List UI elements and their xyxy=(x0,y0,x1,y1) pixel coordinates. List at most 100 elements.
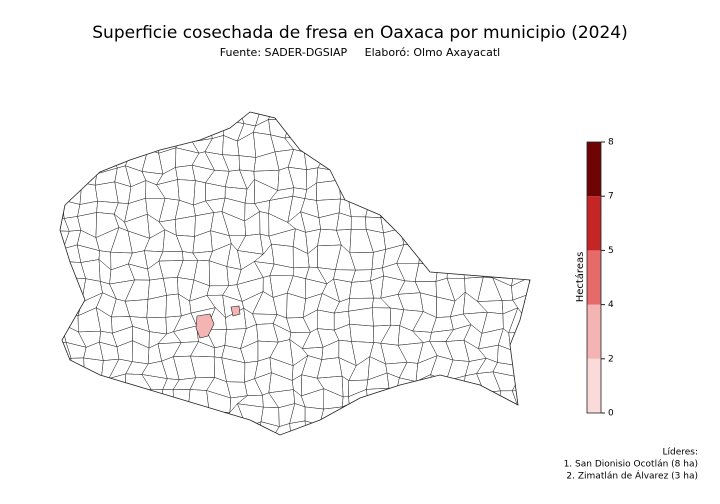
municipality xyxy=(512,149,530,175)
municipality xyxy=(284,119,306,139)
municipality xyxy=(481,112,503,125)
municipality xyxy=(93,423,119,435)
municipality xyxy=(510,437,530,453)
municipality xyxy=(348,183,370,202)
municipality xyxy=(509,180,527,205)
municipality xyxy=(173,403,195,429)
colorbar-bin xyxy=(587,196,601,251)
municipality xyxy=(497,115,520,138)
municipality xyxy=(400,196,424,220)
municipality xyxy=(189,420,209,435)
municipality xyxy=(60,248,64,262)
municipality xyxy=(222,112,245,124)
municipality xyxy=(445,112,463,117)
municipality xyxy=(81,112,96,121)
municipality xyxy=(461,392,485,410)
municipality xyxy=(85,422,101,435)
municipality xyxy=(461,115,484,143)
municipality xyxy=(483,390,501,410)
municipality xyxy=(400,173,422,188)
municipality xyxy=(113,132,133,159)
municipality xyxy=(447,390,463,410)
municipality xyxy=(387,437,406,461)
municipality xyxy=(398,112,421,126)
municipality xyxy=(419,229,431,254)
municipality xyxy=(447,405,463,426)
municipality xyxy=(464,147,480,168)
municipality xyxy=(482,183,503,204)
colorbar: 0 2 4 5 7 8 xyxy=(586,138,614,419)
municipality xyxy=(514,247,530,266)
municipality xyxy=(289,420,307,435)
municipality xyxy=(333,420,356,435)
highlight-municipality xyxy=(195,313,215,339)
municipality xyxy=(492,147,515,175)
colorbar-tick-label: 8 xyxy=(608,138,614,148)
municipality xyxy=(316,420,340,435)
leader-item: 2. Zimatlán de Álvarez (3 ha) xyxy=(566,470,698,482)
municipality xyxy=(79,391,103,412)
colorbar-bin xyxy=(587,250,601,305)
municipality xyxy=(367,164,388,191)
municipality xyxy=(445,232,465,251)
municipality xyxy=(62,152,87,175)
municipality xyxy=(141,422,163,435)
municipality xyxy=(128,132,149,150)
municipality xyxy=(205,411,231,425)
municipality xyxy=(172,389,191,409)
municipality xyxy=(83,357,104,380)
municipality xyxy=(322,135,339,155)
municipality xyxy=(63,371,85,396)
municipality xyxy=(349,280,374,299)
municipality xyxy=(68,403,86,431)
municipality xyxy=(447,243,463,264)
municipality xyxy=(194,112,209,120)
municipality xyxy=(60,323,67,343)
municipality xyxy=(414,442,439,461)
municipality xyxy=(368,406,388,425)
municipalities xyxy=(46,112,530,462)
municipality xyxy=(371,307,392,327)
municipality xyxy=(446,260,465,279)
municipality xyxy=(396,135,423,156)
municipality xyxy=(113,410,129,427)
state-outline xyxy=(59,111,531,436)
highlight-municipality xyxy=(230,305,241,317)
municipality xyxy=(61,180,83,205)
municipality xyxy=(399,228,421,246)
municipality xyxy=(433,138,454,151)
municipality xyxy=(65,437,87,457)
leader-item: 1. San Dionisio Ocotlán (8 ha) xyxy=(564,460,698,470)
municipality xyxy=(334,442,355,453)
municipality xyxy=(60,373,70,395)
municipality xyxy=(63,277,87,303)
colorbar-tick-label: 7 xyxy=(608,192,614,202)
municipality xyxy=(383,387,400,414)
municipality xyxy=(221,446,247,457)
municipality xyxy=(113,423,129,435)
municipality xyxy=(381,147,401,175)
municipality xyxy=(291,436,310,457)
municipality xyxy=(400,181,422,204)
municipality xyxy=(93,410,116,431)
municipality xyxy=(513,404,529,430)
municipality xyxy=(418,244,439,267)
municipality xyxy=(448,424,466,435)
municipality xyxy=(417,148,439,174)
municipality xyxy=(206,112,232,121)
municipality xyxy=(62,132,87,156)
municipality xyxy=(79,182,98,205)
municipality xyxy=(317,309,335,331)
municipality xyxy=(498,422,515,435)
municipality xyxy=(512,228,530,250)
municipality xyxy=(496,232,515,254)
municipality xyxy=(338,120,351,142)
municipality xyxy=(188,389,210,413)
municipality xyxy=(46,440,71,457)
municipality xyxy=(259,211,270,237)
municipality xyxy=(366,422,388,435)
municipality xyxy=(60,299,71,315)
municipality xyxy=(84,131,95,156)
municipality xyxy=(270,436,295,458)
municipality xyxy=(306,443,327,462)
